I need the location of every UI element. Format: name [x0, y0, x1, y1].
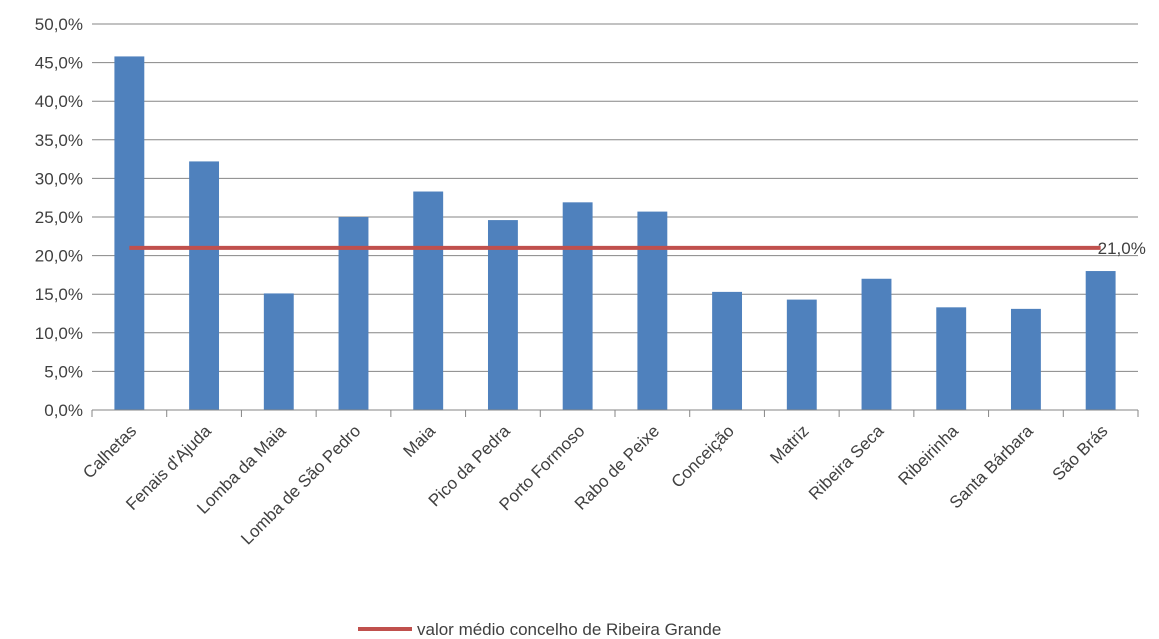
bar — [786, 299, 817, 410]
legend: valor médio concelho de Ribeira Grande — [358, 620, 721, 639]
y-tick-label: 35,0% — [35, 131, 83, 150]
x-category-label: Matriz — [766, 421, 812, 467]
legend-label: valor médio concelho de Ribeira Grande — [417, 620, 721, 639]
y-tick-label: 15,0% — [35, 285, 83, 304]
bar-series — [114, 56, 1116, 410]
bar — [712, 291, 743, 410]
y-tick-label: 30,0% — [35, 169, 83, 188]
x-category-label: Calhetas — [79, 421, 140, 482]
bar — [936, 307, 967, 410]
gridlines — [92, 23, 1138, 372]
bar — [1010, 308, 1041, 410]
bar — [114, 56, 145, 410]
bar — [637, 211, 668, 410]
bar — [413, 191, 444, 410]
bar — [1085, 271, 1116, 410]
y-tick-label: 5,0% — [44, 362, 83, 381]
x-category-label: São Brás — [1049, 421, 1112, 484]
y-tick-label: 25,0% — [35, 208, 83, 227]
y-tick-label: 10,0% — [35, 324, 83, 343]
bar — [263, 293, 294, 410]
y-tick-label: 50,0% — [35, 15, 83, 34]
y-tick-label: 20,0% — [35, 247, 83, 266]
x-category-label: Maia — [400, 421, 440, 461]
y-tick-label: 40,0% — [35, 92, 83, 111]
bar — [562, 202, 593, 410]
bar — [861, 278, 892, 410]
average-line-data-label: 21,0% — [1098, 239, 1146, 258]
y-tick-label: 45,0% — [35, 54, 83, 73]
bar — [189, 161, 220, 410]
x-category-label: Ribeirinha — [894, 421, 962, 489]
y-tick-label: 0,0% — [44, 401, 83, 420]
axes — [91, 409, 1139, 417]
x-category-label: Conceição — [668, 421, 738, 491]
x-category-label: Ribeira Seca — [805, 421, 888, 504]
bar — [487, 220, 518, 410]
